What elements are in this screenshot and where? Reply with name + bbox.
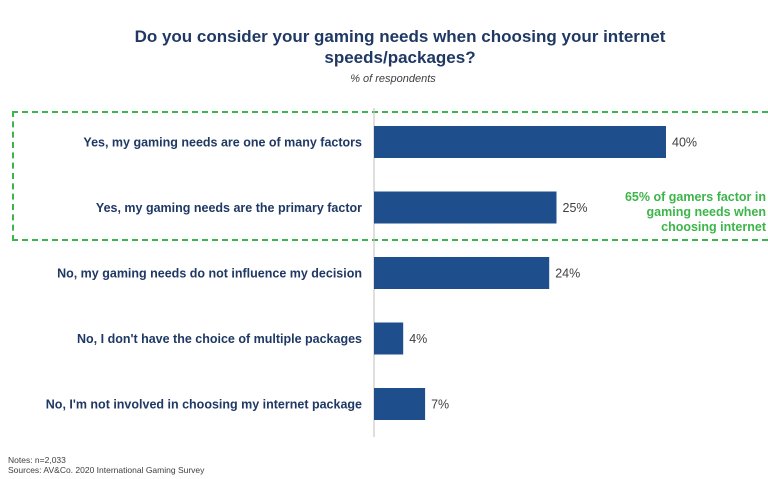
callout-line: choosing internet bbox=[661, 220, 766, 234]
callout-line: 65% of gamers factor in bbox=[624, 190, 766, 204]
notes-line: Notes: n=2,033 bbox=[8, 455, 66, 465]
callout-line: gaming needs when bbox=[646, 205, 766, 219]
sources-line: Sources: AV&Co. 2020 International Gamin… bbox=[8, 465, 205, 475]
bar bbox=[374, 322, 404, 355]
value-label: 25% bbox=[563, 201, 588, 215]
chart-subtitle: % of respondents bbox=[350, 73, 436, 85]
bar bbox=[374, 257, 550, 289]
highlight-box bbox=[12, 111, 768, 241]
footnotes: Notes: n=2,033 Sources: AV&Co. 2020 Inte… bbox=[8, 455, 204, 475]
value-label: 7% bbox=[431, 398, 449, 412]
value-label: 4% bbox=[409, 332, 427, 346]
category-label: No, my gaming needs do not influence my … bbox=[57, 267, 362, 281]
category-label: No, I don't have the choice of multiple … bbox=[77, 332, 362, 346]
bar bbox=[374, 126, 666, 158]
bar bbox=[374, 388, 426, 420]
chart-title: Do you consider your gaming needs when c… bbox=[134, 27, 666, 67]
value-label: 24% bbox=[555, 267, 580, 281]
value-label: 40% bbox=[672, 136, 697, 150]
category-label: Yes, my gaming needs are one of many fac… bbox=[83, 136, 362, 150]
category-label: No, I'm not involved in choosing my inte… bbox=[46, 398, 362, 412]
callout-annotation: 65% of gamers factor in gaming needs whe… bbox=[602, 190, 766, 235]
category-label: Yes, my gaming needs are the primary fac… bbox=[96, 201, 362, 215]
bar bbox=[374, 191, 557, 224]
